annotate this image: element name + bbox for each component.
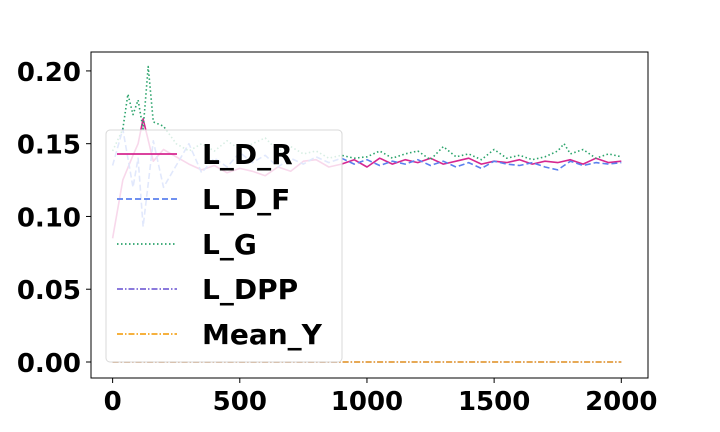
legend-label: L_D_F <box>202 183 290 216</box>
x-tick-label: 500 <box>213 387 267 417</box>
legend-label: Mean_Y <box>202 318 323 351</box>
x-tick-label: 2000 <box>585 387 657 417</box>
series-line-l-g <box>111 65 622 161</box>
x-tick-label: 1500 <box>458 387 530 417</box>
y-tick-label: 0.00 <box>17 349 81 379</box>
y-axis: 0.00 0.05 0.10 0.15 0.20 <box>17 58 91 379</box>
y-tick-label: 0.10 <box>17 203 81 233</box>
y-tick-label: 0.20 <box>17 58 81 88</box>
legend-label: L_D_R <box>202 138 293 171</box>
legend: L_D_R L_D_F L_G L_DPP Mean_Y <box>105 129 343 363</box>
legend-box <box>105 129 343 363</box>
y-tick-label: 0.05 <box>17 276 81 306</box>
legend-label: L_DPP <box>202 273 298 306</box>
x-tick-label: 0 <box>104 387 122 417</box>
x-axis: 0 500 1000 1500 2000 <box>104 378 657 417</box>
legend-label: L_G <box>202 228 257 261</box>
x-tick-label: 1000 <box>331 387 403 417</box>
plot-area-frame <box>90 51 649 379</box>
y-tick-label: 0.15 <box>17 131 81 161</box>
